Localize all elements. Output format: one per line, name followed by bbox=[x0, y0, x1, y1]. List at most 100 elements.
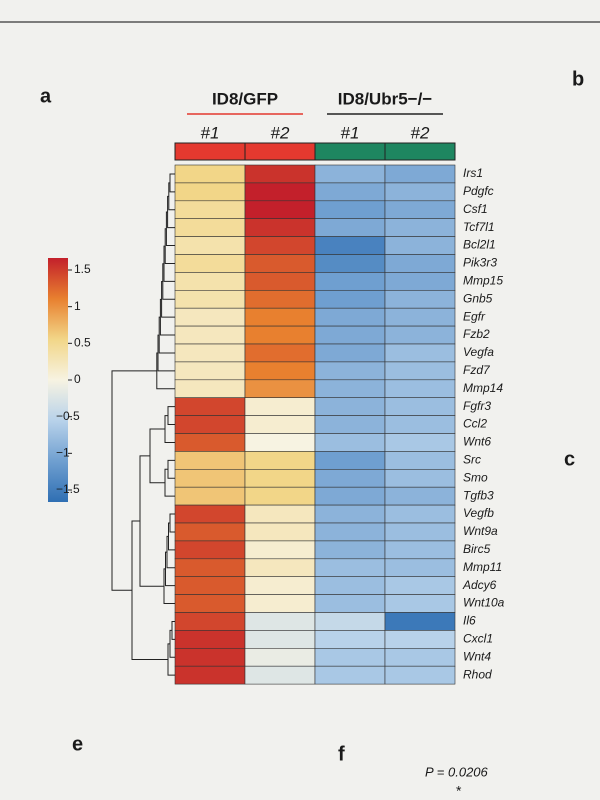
heatmap-cell bbox=[314, 325, 386, 345]
heatmap-cell bbox=[314, 289, 386, 309]
row-label: Irs1 bbox=[463, 166, 483, 180]
p-value: P = 0.0206 bbox=[425, 764, 489, 779]
colorbar-tick-label: −1.5 bbox=[56, 482, 80, 496]
row-label: Fgfr3 bbox=[463, 399, 491, 413]
colorbar-tick-label: 0 bbox=[74, 372, 81, 386]
panel-label: c bbox=[564, 448, 575, 470]
heatmap-cell bbox=[384, 522, 456, 542]
row-label: Wnt10a bbox=[463, 596, 505, 610]
heatmap-cell bbox=[244, 612, 316, 631]
heatmap-cell bbox=[384, 361, 456, 381]
heatmap-cell bbox=[384, 307, 456, 327]
heatmap-cell bbox=[314, 612, 386, 631]
heatmap-cell bbox=[244, 665, 316, 685]
heatmap-cell bbox=[244, 540, 316, 560]
group-bar bbox=[244, 142, 316, 161]
heatmap-cell bbox=[244, 254, 316, 273]
heatmap-cell bbox=[174, 504, 246, 524]
heatmap-cell bbox=[314, 307, 386, 327]
heatmap-cell bbox=[174, 522, 246, 542]
heatmap-cell bbox=[244, 343, 316, 363]
heatmap-cell bbox=[314, 272, 386, 291]
heatmap-cell bbox=[314, 379, 386, 398]
heatmap-cell bbox=[384, 451, 456, 470]
group-bar bbox=[384, 142, 456, 161]
heatmap-cell bbox=[314, 182, 386, 202]
heatmap-cell bbox=[174, 415, 246, 434]
heatmap-cell bbox=[314, 343, 386, 363]
heatmap-cell bbox=[174, 451, 246, 470]
colorbar bbox=[48, 258, 68, 502]
heatmap-cell bbox=[384, 164, 456, 184]
heatmap-cell bbox=[174, 361, 246, 381]
heatmap-cell bbox=[174, 647, 246, 667]
heatmap-cell bbox=[384, 665, 456, 685]
group-bar bbox=[314, 142, 386, 161]
heatmap-cell bbox=[174, 200, 246, 220]
heatmap-cell bbox=[314, 594, 386, 613]
panel-label: a bbox=[40, 85, 52, 107]
heatmap-cell bbox=[244, 289, 316, 309]
heatmap-cell bbox=[314, 540, 386, 560]
heatmap-cell bbox=[174, 486, 246, 506]
heatmap-cell bbox=[244, 522, 316, 542]
column-label: #2 bbox=[271, 123, 290, 142]
heatmap-cell bbox=[244, 486, 316, 506]
heatmap-cell bbox=[244, 576, 316, 595]
colorbar-tick-label: 0.5 bbox=[74, 336, 91, 350]
heatmap-cell bbox=[174, 236, 246, 255]
panel-label: b bbox=[572, 68, 584, 90]
heatmap-cell bbox=[314, 415, 386, 434]
heatmap-cell bbox=[174, 254, 246, 273]
heatmap-cell bbox=[244, 236, 316, 255]
heatmap-cell bbox=[384, 576, 456, 595]
heatmap-cell bbox=[384, 647, 456, 667]
column-label: #1 bbox=[201, 123, 220, 142]
heatmap-cell bbox=[244, 325, 316, 345]
row-label: Fzd7 bbox=[463, 363, 491, 377]
heatmap-cell bbox=[174, 665, 246, 685]
heatmap-cell bbox=[174, 540, 246, 560]
heatmap-cell bbox=[314, 200, 386, 220]
heatmap-cell bbox=[384, 182, 456, 202]
heatmap-cell bbox=[384, 325, 456, 345]
row-label: Wnt4 bbox=[463, 649, 491, 663]
heatmap-cell bbox=[174, 576, 246, 595]
row-label: Tgfb3 bbox=[463, 488, 494, 502]
row-label: Adcy6 bbox=[462, 578, 497, 592]
heatmap-cell bbox=[244, 307, 316, 327]
row-label: Csf1 bbox=[463, 202, 488, 216]
group-bar bbox=[174, 142, 246, 161]
heatmap-cell bbox=[174, 379, 246, 398]
row-label: Vegfb bbox=[463, 506, 494, 520]
heatmap-cell bbox=[244, 200, 316, 220]
row-label: Wnt6 bbox=[463, 435, 491, 449]
heatmap-cell bbox=[174, 468, 246, 488]
heatmap-cell bbox=[314, 647, 386, 667]
row-label: Gnb5 bbox=[463, 291, 493, 305]
heatmap-cell bbox=[174, 325, 246, 345]
heatmap-cell bbox=[244, 630, 316, 649]
heatmap-cell bbox=[244, 558, 316, 577]
heatmap-cell bbox=[244, 451, 316, 470]
row-label: Il6 bbox=[463, 614, 476, 628]
heatmap-cell bbox=[384, 612, 456, 631]
heatmap-cell bbox=[384, 504, 456, 524]
row-label: Egfr bbox=[463, 309, 486, 323]
heatmap-cell bbox=[174, 289, 246, 309]
heatmap-cell bbox=[314, 361, 386, 381]
heatmap-cell bbox=[384, 540, 456, 560]
row-label: Tcf7l1 bbox=[463, 220, 495, 234]
row-label: Vegfa bbox=[463, 345, 494, 359]
heatmap-cell bbox=[174, 307, 246, 327]
row-label: Bcl2l1 bbox=[463, 238, 496, 252]
row-label: Smo bbox=[463, 470, 488, 484]
heatmap-cell bbox=[314, 433, 386, 452]
row-label: Birc5 bbox=[463, 542, 491, 556]
heatmap-cell bbox=[174, 594, 246, 613]
group-label: ID8/Ubr5−/− bbox=[338, 89, 433, 108]
heatmap-cell bbox=[174, 630, 246, 649]
heatmap-cell bbox=[314, 558, 386, 577]
heatmap-cell bbox=[384, 486, 456, 506]
row-label: Mmp14 bbox=[463, 381, 503, 395]
